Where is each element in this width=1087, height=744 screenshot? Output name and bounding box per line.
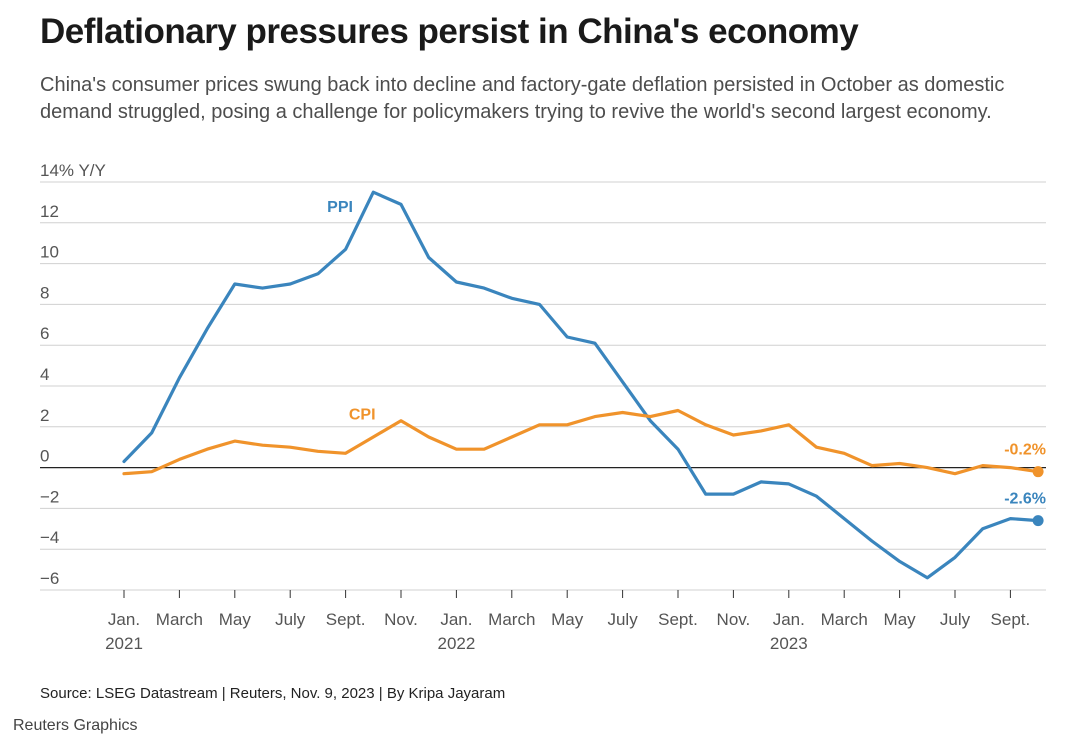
cpi-series-label: CPI <box>349 407 376 424</box>
x-tick-label: Jan. <box>773 610 805 629</box>
y-tick-label: 0 <box>40 447 49 466</box>
source-note: Source: LSEG Datastream | Reuters, Nov. … <box>40 685 506 702</box>
x-tick-label: July <box>275 610 306 629</box>
ppi-end-marker <box>1032 515 1044 527</box>
x-tick-year-label: 2023 <box>770 634 808 653</box>
x-tick-label: Jan. <box>440 610 472 629</box>
y-tick-label: −2 <box>40 487 59 506</box>
x-tick-label: May <box>219 610 252 629</box>
x-tick-label: Nov. <box>717 610 751 629</box>
x-tick-label: March <box>156 610 203 629</box>
y-tick-label: 10 <box>40 243 59 262</box>
x-tick-label: Sept. <box>658 610 698 629</box>
x-tick-year-label: 2021 <box>105 634 143 653</box>
cpi-end-value-label: -0.2% <box>1004 442 1046 459</box>
x-tick-label: March <box>821 610 868 629</box>
x-tick-label: Sept. <box>326 610 366 629</box>
x-tick-label: March <box>488 610 535 629</box>
ppi-series-label: PPI <box>327 199 353 216</box>
x-tick-label: Nov. <box>384 610 418 629</box>
x-tick-label: Sept. <box>991 610 1031 629</box>
ppi-end-value-label: -2.6% <box>1004 491 1046 508</box>
x-tick-label: May <box>551 610 584 629</box>
y-tick-label: 4 <box>40 365 49 384</box>
chart-subtitle: China's consumer prices swung back into … <box>40 74 1005 123</box>
credit-note: Reuters Graphics <box>13 717 138 734</box>
x-tick-label: July <box>940 610 971 629</box>
y-tick-label: 12 <box>40 202 59 221</box>
cpi-line <box>122 408 1040 476</box>
x-tick-year-label: 2022 <box>437 634 475 653</box>
y-tick-label: 6 <box>40 324 49 343</box>
chart-title: Deflationary pressures persist in China'… <box>40 12 859 51</box>
x-tick-label: Jan. <box>108 610 140 629</box>
cpi-end-marker <box>1032 466 1044 478</box>
y-tick-label: 8 <box>40 283 49 302</box>
y-tick-label: −6 <box>40 569 59 588</box>
x-tick-label: July <box>607 610 638 629</box>
ppi-line <box>122 190 1040 580</box>
y-tick-label: 2 <box>40 406 49 425</box>
y-tick-label: 14% Y/Y <box>40 161 106 180</box>
x-tick-label: May <box>884 610 917 629</box>
y-tick-label: −4 <box>40 528 59 547</box>
